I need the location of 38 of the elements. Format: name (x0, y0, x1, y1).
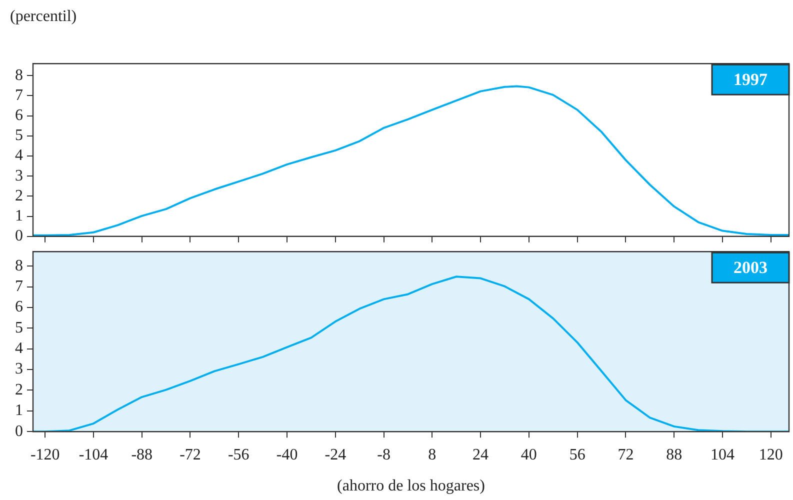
x-tick-label: 120 (758, 446, 783, 464)
y-tick-label: 0 (15, 228, 23, 245)
x-tick-label: 24 (472, 446, 489, 464)
x-tick-label: 104 (710, 446, 734, 464)
x-tick-label: -120 (30, 446, 60, 464)
y-tick-label: 8 (15, 66, 23, 84)
y-tick-label: 2 (15, 187, 23, 204)
y-tick-label: 0 (15, 422, 23, 440)
y-tick-label: 7 (15, 278, 23, 295)
x-tick-label: 88 (666, 446, 682, 464)
y-tick-label: 1 (15, 402, 23, 420)
y-tick-label: 6 (15, 298, 23, 316)
y-tick-label: 8 (15, 257, 23, 274)
x-tick-label: -88 (131, 446, 153, 464)
y-tick-label: 3 (15, 360, 23, 378)
x-tick-label: -24 (324, 446, 346, 464)
y-tick-label: 7 (15, 86, 23, 104)
x-tick-label: 72 (618, 446, 634, 464)
x-tick-label: -104 (78, 446, 108, 464)
x-axis-title: (ahorro de los hogares) (337, 478, 485, 495)
y-tick-label: 2 (15, 381, 23, 398)
y-tick-label: 5 (15, 319, 23, 336)
text: 1997 (734, 70, 768, 89)
x-tick-label: -56 (228, 446, 250, 464)
x-tick-label: -72 (180, 446, 201, 464)
x-tick-label: -40 (276, 446, 298, 464)
text: 2003 (734, 258, 768, 277)
y-tick-label: 4 (15, 340, 23, 358)
y-tick-label: 1 (15, 208, 23, 225)
y-axis-title: (percentil) (10, 8, 77, 26)
x-tick-label: 40 (520, 446, 537, 464)
y-tick-label: 4 (15, 147, 23, 164)
y-tick-label: 6 (15, 107, 23, 124)
x-tick-label: 8 (428, 446, 436, 464)
y-tick-label: 5 (15, 127, 23, 144)
x-tick-label: -8 (377, 446, 390, 464)
x-tick-label: 56 (569, 446, 586, 464)
y-tick-label: 3 (15, 167, 23, 184)
